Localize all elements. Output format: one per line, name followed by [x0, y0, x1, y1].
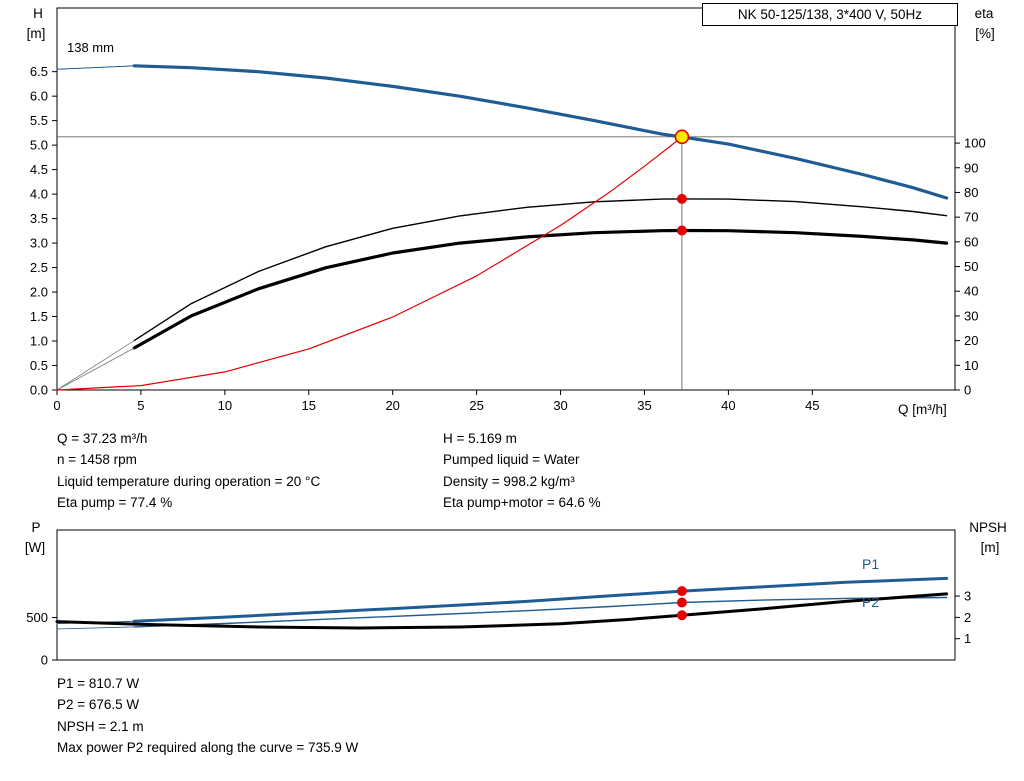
npsh-value-text: NPSH = 2.1 m	[57, 718, 144, 734]
eta-axis-title: eta	[975, 6, 994, 21]
max-power-text: Max power P2 required along the curve = …	[57, 740, 359, 756]
right-tick-label: 0	[964, 383, 971, 398]
npsh-curve	[55, 592, 949, 630]
left-tick-label: 500	[26, 610, 48, 625]
duty-marker	[676, 193, 687, 204]
x-tick-label: 15	[302, 398, 316, 413]
left-tick-label: 2.5	[30, 260, 48, 275]
left-tick-label: 6.0	[30, 89, 48, 104]
duty-flow-text: Q = 37.23 m³/h	[57, 431, 148, 446]
p1-curve	[132, 576, 949, 623]
x-tick-label: 40	[721, 398, 735, 413]
p1-curve-label: P1	[862, 556, 879, 572]
left-tick-label: 3.5	[30, 211, 48, 226]
p2-value-text: P2 = 676.5 W	[57, 697, 140, 713]
power-axis-unit: [W]	[25, 540, 45, 555]
liquid-temperature-text: Liquid temperature during operation = 20…	[57, 473, 321, 489]
right-tick-label: 90	[964, 160, 978, 175]
p1-value-text: P1 = 810.7 W	[57, 676, 140, 691]
left-tick-label: 5.5	[30, 113, 48, 128]
x-tick-label: 35	[637, 398, 651, 413]
power-axis-title: P	[31, 520, 40, 535]
npsh-axis-title: NPSH	[969, 520, 1007, 535]
left-tick-label: 6.5	[30, 64, 48, 79]
pumped-liquid-text: Pumped liquid = Water	[443, 452, 580, 468]
eta-pump-leader	[56, 340, 135, 391]
qh-eta-chart: 0 5 10 15 20 25 30 35 40 45 0.0 0.5 1.0 1.5 2.0 2.5 3.0 3…	[30, 7, 986, 413]
eta-pump-text: Eta pump = 77.4 %	[57, 495, 173, 511]
x-tick-label: 25	[469, 398, 483, 413]
right-tick-label: 1	[964, 631, 971, 646]
eta-pump-motor-leader	[56, 347, 135, 391]
x-tick-label: 5	[137, 398, 144, 413]
x-tick-label: 45	[805, 398, 819, 413]
left-tick-label: 0.5	[30, 358, 48, 373]
p2-curve-label: P2	[862, 594, 879, 610]
eta-axis-unit: [%]	[975, 26, 995, 41]
p2-leader	[56, 626, 135, 630]
right-tick-label: 80	[964, 185, 978, 200]
plot-border	[56, 7, 956, 391]
system-curve	[56, 136, 683, 391]
duty-marker	[676, 586, 687, 597]
flow-axis-title: Q [m³/h]	[898, 402, 947, 417]
duty-marker	[676, 610, 687, 621]
npsh-axis-unit: [m]	[981, 540, 1000, 555]
qh-min-flow-line	[56, 65, 135, 70]
power-npsh-info-block: P1 = 810.7 W P2 = 676.5 W NPSH = 2.1 m M…	[57, 673, 358, 759]
eta-pump-motor-text: Eta pump+motor = 64.6 %	[443, 495, 601, 511]
right-tick-label: 2	[964, 610, 971, 625]
pump-speed-text: n = 1458 rpm	[57, 452, 137, 468]
right-tick-label: 30	[964, 308, 978, 323]
x-tick-label: 20	[385, 398, 399, 413]
duty-marker	[676, 597, 687, 608]
eta-pump-motor-curve	[132, 228, 949, 350]
power-npsh-chart: 0 500 1 2 3	[26, 529, 971, 668]
right-tick-label: 40	[964, 284, 978, 299]
right-tick-label: 3	[964, 589, 971, 604]
p2-curve	[133, 596, 948, 628]
right-tick-label: 70	[964, 210, 978, 225]
left-tick-label: 4.5	[30, 162, 48, 177]
left-tick-label: 3.0	[30, 236, 48, 251]
right-tick-label: 100	[964, 136, 986, 151]
right-tick-label: 10	[964, 358, 978, 373]
density-text: Density = 998.2 kg/m³	[443, 473, 575, 489]
qh-curve-138mm	[132, 64, 949, 200]
duty-head-text: H = 5.169 m	[443, 431, 517, 446]
x-tick-label: 30	[553, 398, 567, 413]
right-tick-label: 20	[964, 333, 978, 348]
plot-border	[56, 529, 956, 661]
right-tick-label: 50	[964, 259, 978, 274]
head-axis-unit: [m]	[27, 26, 46, 41]
duty-marker	[676, 225, 687, 236]
duty-info-left-column: Q = 37.23 m³/h n = 1458 rpm Liquid tempe…	[57, 428, 320, 514]
x-tick-label: 0	[53, 398, 60, 413]
pump-title-box: NK 50-125/138, 3*400 V, 50Hz	[702, 3, 958, 26]
left-tick-label: 1.5	[30, 309, 48, 324]
left-tick-label: 4.0	[30, 187, 48, 202]
duty-info-right-column: H = 5.169 m Pumped liquid = Water Densit…	[443, 428, 601, 514]
left-tick-label: 5.0	[30, 138, 48, 153]
left-tick-label: 0.0	[30, 383, 48, 398]
x-tick-label: 10	[218, 398, 232, 413]
eta-pump-curve	[133, 198, 948, 342]
left-tick-label: 2.0	[30, 285, 48, 300]
impeller-diameter-label: 138 mm	[67, 40, 114, 55]
duty-point[interactable]	[674, 129, 690, 145]
right-tick-label: 60	[964, 234, 978, 249]
head-axis-title: H	[33, 6, 43, 21]
left-tick-label: 0	[41, 653, 48, 668]
left-tick-label: 1.0	[30, 334, 48, 349]
